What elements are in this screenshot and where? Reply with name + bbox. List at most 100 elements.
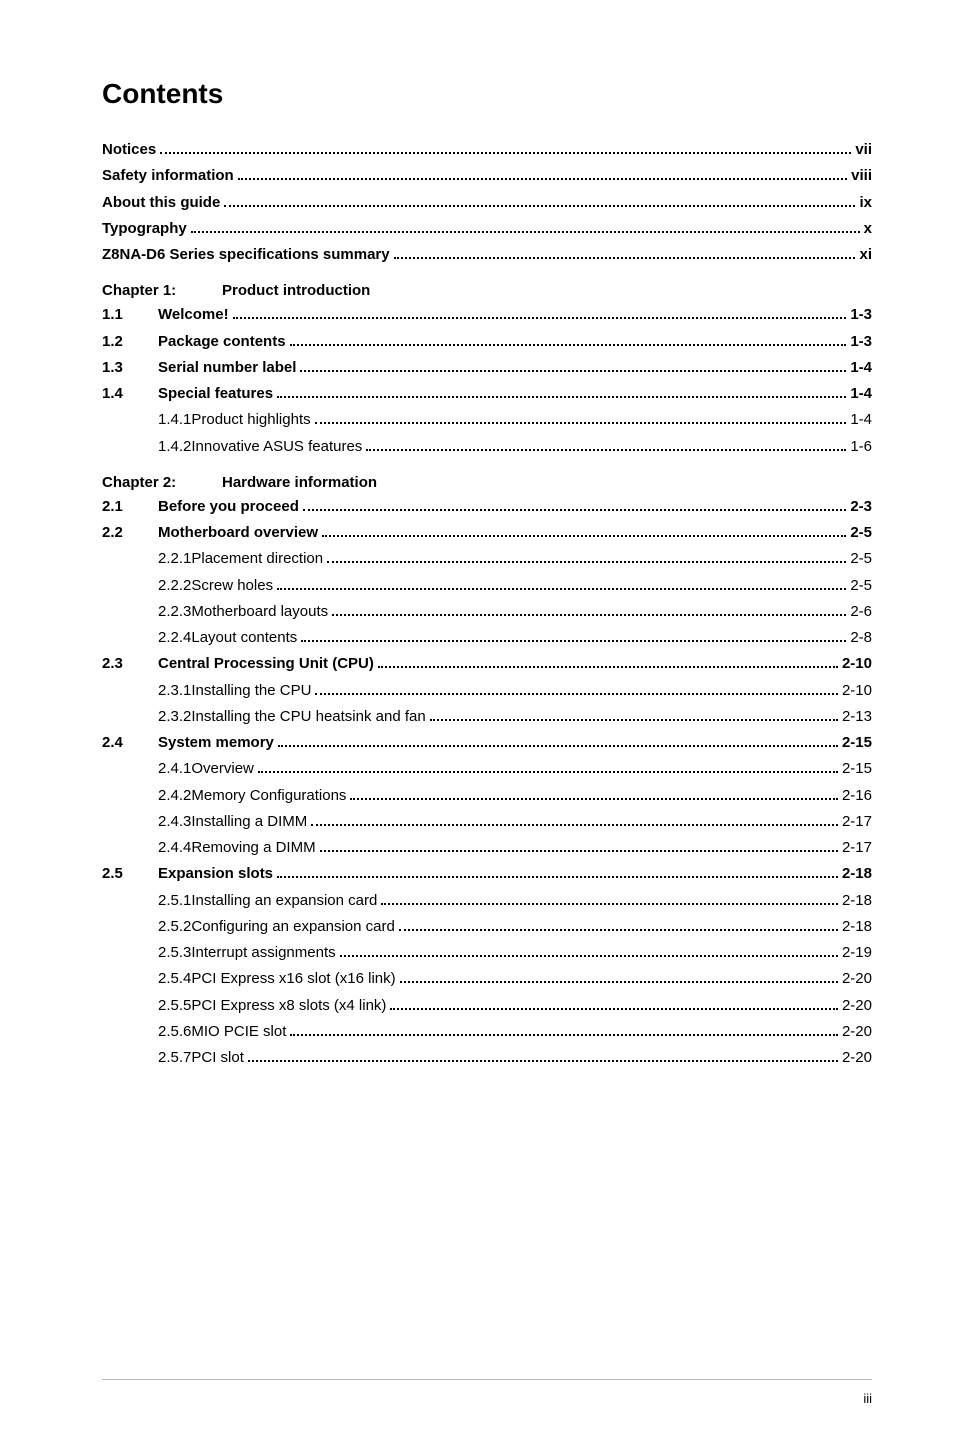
toc-line: 2.4.4Removing a DIMM 2-17 bbox=[102, 836, 872, 859]
toc-number: 1.2 bbox=[102, 330, 158, 353]
toc-page: 2-17 bbox=[842, 810, 872, 833]
dot-leader bbox=[390, 1000, 838, 1010]
toc-label: Expansion slots bbox=[158, 862, 273, 885]
toc-label: Motherboard layouts bbox=[191, 600, 328, 623]
toc-page: viii bbox=[851, 164, 872, 187]
toc-label: Special features bbox=[158, 382, 273, 405]
toc-page: 1-3 bbox=[850, 330, 872, 353]
chapter-heading: Chapter 1:Product introduction bbox=[102, 282, 872, 299]
dot-leader bbox=[300, 362, 846, 372]
chapter-label: Chapter 1: bbox=[102, 282, 222, 299]
toc-page: 2-19 bbox=[842, 941, 872, 964]
toc-line: Safety information viii bbox=[102, 164, 872, 187]
toc-line: 2.4.2Memory Configurations 2-16 bbox=[102, 784, 872, 807]
toc-label: MIO PCIE slot bbox=[191, 1020, 286, 1043]
toc-number: 2.3.1 bbox=[102, 679, 191, 702]
toc-label: Central Processing Unit (CPU) bbox=[158, 652, 374, 675]
dot-leader bbox=[238, 171, 847, 181]
toc-number: 2.4.2 bbox=[102, 784, 191, 807]
toc-label: Package contents bbox=[158, 330, 286, 353]
footer-rule bbox=[102, 1379, 872, 1380]
toc-line: Typography x bbox=[102, 217, 872, 240]
toc-line: 2.2Motherboard overview 2-5 bbox=[102, 521, 872, 544]
toc-number: 2.5.6 bbox=[102, 1020, 191, 1043]
toc-label: Interrupt assignments bbox=[191, 941, 335, 964]
dot-leader bbox=[340, 947, 838, 957]
footer-page-number: iii bbox=[863, 1391, 872, 1406]
toc-page: 2-6 bbox=[850, 600, 872, 623]
toc-label: About this guide bbox=[102, 191, 220, 214]
dot-leader bbox=[366, 441, 846, 451]
toc-label: Product highlights bbox=[191, 408, 310, 431]
toc-line: 1.3Serial number label 1-4 bbox=[102, 356, 872, 379]
toc-page: 2-18 bbox=[842, 915, 872, 938]
toc-line: 1.4.2Innovative ASUS features 1-6 bbox=[102, 435, 872, 458]
dot-leader bbox=[400, 974, 838, 984]
dot-leader bbox=[277, 580, 846, 590]
dot-leader bbox=[233, 310, 847, 320]
dot-leader bbox=[378, 659, 838, 669]
toc-page: 2-15 bbox=[842, 757, 872, 780]
toc-label: Installing the CPU bbox=[191, 679, 311, 702]
toc-line: 2.4System memory 2-15 bbox=[102, 731, 872, 754]
toc-number: 2.3 bbox=[102, 652, 158, 675]
toc-page: 2-18 bbox=[842, 889, 872, 912]
toc-number: 1.1 bbox=[102, 303, 158, 326]
toc-line: 2.5.3Interrupt assignments 2-19 bbox=[102, 941, 872, 964]
dot-leader bbox=[332, 606, 846, 616]
toc-label: Innovative ASUS features bbox=[191, 435, 362, 458]
dot-leader bbox=[322, 527, 846, 537]
toc-number: 2.5.5 bbox=[102, 994, 191, 1017]
page-title: Contents bbox=[102, 78, 872, 110]
toc-line: 2.3.1Installing the CPU 2-10 bbox=[102, 679, 872, 702]
toc-page: 2-20 bbox=[842, 1046, 872, 1069]
toc-line: 2.4.1Overview 2-15 bbox=[102, 757, 872, 780]
toc-page: 2-3 bbox=[850, 495, 872, 518]
toc-line: 2.4.3Installing a DIMM 2-17 bbox=[102, 810, 872, 833]
toc-page: 2-20 bbox=[842, 1020, 872, 1043]
toc-number: 2.4.1 bbox=[102, 757, 191, 780]
toc-line: 2.5.5PCI Express x8 slots (x4 link) 2-20 bbox=[102, 994, 872, 1017]
toc-line: 2.5.2Configuring an expansion card 2-18 bbox=[102, 915, 872, 938]
toc-number: 2.5.3 bbox=[102, 941, 191, 964]
dot-leader bbox=[327, 554, 846, 564]
toc-number: 2.4.3 bbox=[102, 810, 191, 833]
dot-leader bbox=[320, 842, 838, 852]
toc-line: 2.5.4PCI Express x16 slot (x16 link) 2-2… bbox=[102, 967, 872, 990]
dot-leader bbox=[278, 737, 838, 747]
toc-number: 2.2 bbox=[102, 521, 158, 544]
toc-label: Welcome! bbox=[158, 303, 229, 326]
toc-label: Placement direction bbox=[191, 547, 323, 570]
toc-page: vii bbox=[855, 138, 872, 161]
toc-line: About this guide ix bbox=[102, 191, 872, 214]
toc-page: 1-4 bbox=[850, 356, 872, 379]
toc-line: 1.4.1Product highlights 1-4 bbox=[102, 408, 872, 431]
toc-page: 2-17 bbox=[842, 836, 872, 859]
toc-label: Motherboard overview bbox=[158, 521, 318, 544]
toc-page: 2-20 bbox=[842, 967, 872, 990]
toc-page: x bbox=[864, 217, 872, 240]
toc-number: 1.4 bbox=[102, 382, 158, 405]
toc-page: 2-15 bbox=[842, 731, 872, 754]
toc-line: 2.2.4Layout contents 2-8 bbox=[102, 626, 872, 649]
toc-page: 1-4 bbox=[850, 382, 872, 405]
toc-label: Overview bbox=[191, 757, 254, 780]
toc-page: 2-10 bbox=[842, 652, 872, 675]
dot-leader bbox=[394, 249, 856, 259]
toc-page: 2-5 bbox=[850, 521, 872, 544]
dot-leader bbox=[381, 895, 838, 905]
toc-number: 2.2.4 bbox=[102, 626, 191, 649]
toc-label: Layout contents bbox=[191, 626, 297, 649]
dot-leader bbox=[277, 388, 846, 398]
toc-number: 2.5.2 bbox=[102, 915, 191, 938]
toc-label: PCI slot bbox=[191, 1046, 244, 1069]
toc-line: 2.5Expansion slots 2-18 bbox=[102, 862, 872, 885]
toc-page: 2-5 bbox=[850, 574, 872, 597]
toc-label: Z8NA-D6 Series specifications summary bbox=[102, 243, 390, 266]
toc-line: 2.3Central Processing Unit (CPU) 2-10 bbox=[102, 652, 872, 675]
toc-label: System memory bbox=[158, 731, 274, 754]
chapter-title: Product introduction bbox=[222, 282, 370, 299]
dot-leader bbox=[430, 711, 838, 721]
dot-leader bbox=[315, 415, 847, 425]
toc-line: 2.5.1Installing an expansion card 2-18 bbox=[102, 889, 872, 912]
